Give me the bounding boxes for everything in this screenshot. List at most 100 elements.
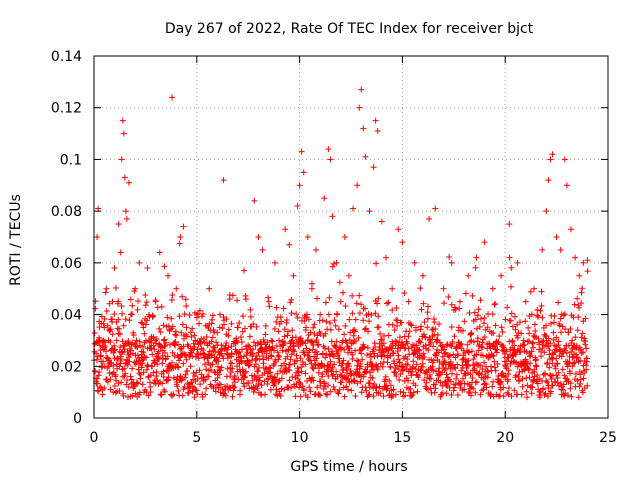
data-point [217,367,224,374]
y-tick-label: 0.04 [51,308,82,324]
data-point [382,254,389,261]
data-point [251,197,258,204]
data-point [519,383,526,390]
data-point [434,331,441,338]
data-point [139,360,146,367]
data-point [96,337,103,344]
data-point [461,318,468,325]
data-point [169,392,176,399]
data-point [531,321,538,328]
data-point [306,384,313,391]
data-point [529,384,536,391]
data-point [508,264,515,271]
data-point [143,354,150,361]
data-point [286,361,293,368]
data-point [524,382,531,389]
data-point [174,383,181,390]
data-point [93,356,100,363]
data-point [169,323,176,330]
x-axis-label: GPS time / hours [290,459,407,475]
data-point [472,379,479,386]
data-point [448,391,455,398]
data-point [235,349,242,356]
data-point [253,352,260,359]
data-point [533,363,540,370]
data-point [201,361,208,368]
data-point [522,298,529,305]
data-point [94,375,101,382]
data-point [553,334,560,341]
data-point [535,313,542,320]
data-point [448,301,455,308]
data-point [386,391,393,398]
data-point [309,374,316,381]
data-point [314,351,321,358]
data-point [230,387,237,394]
data-point [419,363,426,370]
data-point [417,285,424,292]
data-point [516,377,523,384]
data-point [376,383,383,390]
data-point [353,366,360,373]
data-point [362,153,369,160]
data-point [285,328,292,335]
data-point [223,316,230,323]
data-point [564,375,571,382]
data-point [92,305,99,312]
data-point [397,371,404,378]
data-point [518,330,525,337]
data-point [418,367,425,374]
data-point [438,347,445,354]
data-point [115,298,122,305]
data-point [258,392,265,399]
data-point [227,369,234,376]
data-point [200,336,207,343]
data-point [498,272,505,279]
data-point [567,385,574,392]
data-point [342,302,349,309]
data-point [340,289,347,296]
data-point [294,202,301,209]
data-point [401,290,408,297]
x-tick-label: 25 [599,430,617,446]
data-point [477,391,484,398]
data-point [221,321,228,328]
data-point [550,329,557,336]
data-point [481,334,488,341]
data-point [169,292,176,299]
data-point [375,324,382,331]
data-point [147,372,154,379]
data-point [561,311,568,318]
data-point [305,316,312,323]
plot-frame [93,55,609,419]
data-point [346,336,353,343]
data-point [296,182,303,189]
data-point [577,380,584,387]
data-point [243,296,250,303]
data-point [572,383,579,390]
data-point [265,294,272,301]
data-point [255,367,262,374]
data-point [439,353,446,360]
data-point [330,353,337,360]
data-point [294,365,301,372]
data-point [358,301,365,308]
data-point [107,326,114,333]
data-point [574,354,581,361]
data-point [465,272,472,279]
data-point [511,348,518,355]
data-point [133,337,140,344]
data-point [226,296,233,303]
data-point [175,387,182,394]
data-point [547,320,554,327]
data-point [332,322,339,329]
data-point [97,347,104,354]
data-point [225,326,232,333]
data-point [523,348,530,355]
data-point [322,299,329,306]
data-point [534,306,541,313]
data-point [532,362,539,369]
data-point [179,321,186,328]
data-point [277,392,284,399]
data-point [121,365,128,372]
